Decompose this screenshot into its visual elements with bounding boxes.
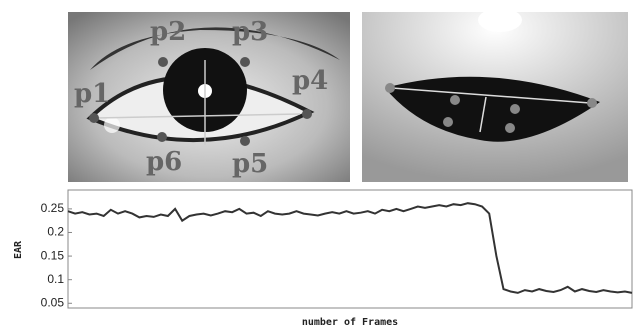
- y-tick-label: 0.05: [41, 295, 65, 309]
- y-tick-label: 0.2: [47, 225, 64, 239]
- ear-line: [67, 202, 633, 294]
- y-tick-label: 0.25: [41, 201, 65, 215]
- closed-eye-image: [362, 8, 628, 182]
- landmark-label: p3: [232, 17, 268, 47]
- landmark-label: p6: [146, 147, 182, 177]
- y-tick-label: 0.15: [41, 248, 65, 262]
- plot-frame: [67, 189, 633, 309]
- x-axis-label: number of Frames: [302, 317, 398, 328]
- open-eye-image: [68, 12, 350, 182]
- landmark-label: p5: [232, 149, 268, 179]
- landmark-label: p2: [150, 17, 186, 47]
- y-axis-label: EAR: [13, 240, 24, 259]
- y-tick-label: 0.1: [47, 272, 64, 286]
- landmark-label: p1: [74, 79, 110, 109]
- landmark-label: p4: [292, 66, 328, 96]
